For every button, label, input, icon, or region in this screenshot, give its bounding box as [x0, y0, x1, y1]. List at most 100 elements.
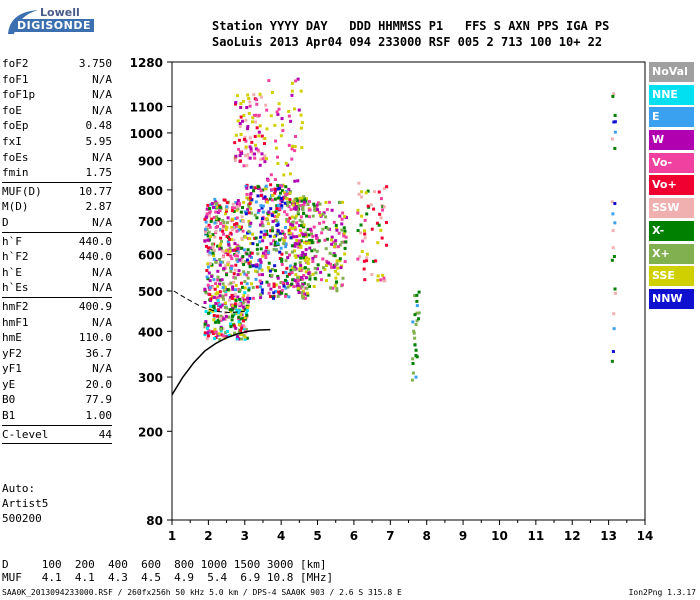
param-row: B1 1.00 — [2, 408, 112, 424]
divider — [2, 296, 112, 298]
echo-point — [273, 191, 277, 195]
param-row: foEp 0.48 — [2, 118, 112, 134]
echo-point — [290, 93, 294, 97]
echo-point — [218, 282, 222, 286]
echo-point — [302, 223, 306, 227]
echo-point — [236, 205, 240, 209]
echo-point — [613, 287, 617, 291]
echo-point — [259, 293, 263, 297]
header-row-labels: Station YYYY DAY DDD HHMMSS P1 FFS S AXN… — [212, 19, 610, 33]
echo-point — [204, 215, 208, 219]
echo-point — [272, 282, 276, 286]
echo-point — [300, 224, 304, 228]
param-row: yF2 36.7 — [2, 346, 112, 362]
echo-point — [307, 257, 311, 261]
echo-point — [225, 225, 229, 229]
echo-point — [269, 207, 273, 211]
echo-point — [261, 254, 265, 258]
echo-point — [258, 240, 262, 244]
echo-point — [229, 219, 233, 223]
param-row: D N/A — [2, 215, 112, 231]
echo-point — [235, 335, 239, 339]
echo-point — [230, 209, 234, 213]
echo-point — [218, 257, 222, 261]
echo-point — [263, 229, 267, 233]
param-value: 77.9 — [85, 393, 113, 407]
echo-point — [224, 286, 228, 290]
echo-point — [335, 280, 339, 284]
echo-point — [225, 205, 229, 209]
echo-point — [242, 200, 246, 204]
echo-point — [265, 200, 269, 204]
echo-point — [333, 254, 337, 258]
echo-point — [245, 252, 249, 256]
echo-point — [254, 236, 258, 240]
echo-point — [208, 207, 212, 211]
echo-point — [227, 298, 231, 302]
echo-point — [282, 284, 286, 288]
param-value: 3.750 — [78, 57, 112, 70]
echo-point — [280, 229, 284, 233]
echo-point — [281, 271, 285, 275]
echo-point — [216, 308, 220, 312]
echo-point — [239, 281, 243, 285]
echo-point — [273, 214, 277, 218]
header-row-values: SaoLuis 2013 Apr04 094 233000 RSF 005 2 … — [212, 35, 603, 49]
echo-point — [256, 252, 260, 256]
param-label: yE — [2, 377, 16, 391]
echo-point — [613, 202, 617, 206]
echo-point — [376, 241, 380, 245]
echo-point — [276, 276, 280, 280]
echo-point — [288, 172, 292, 176]
y-tick-label: 80 — [146, 514, 163, 528]
echo-point — [303, 233, 307, 237]
echo-point — [308, 246, 312, 250]
echo-point — [206, 331, 210, 335]
echo-point — [265, 229, 269, 233]
echo-point — [342, 226, 346, 230]
echo-point — [277, 102, 281, 106]
echo-point — [239, 337, 243, 341]
echo-point — [366, 189, 370, 193]
echo-point — [295, 201, 299, 205]
echo-point — [210, 217, 214, 221]
echo-point — [237, 225, 241, 229]
echo-point — [284, 185, 288, 189]
echo-point — [206, 238, 210, 242]
echo-point — [293, 107, 297, 111]
echo-point — [259, 204, 263, 208]
echo-point — [284, 286, 288, 290]
echo-point — [248, 265, 252, 269]
echo-point — [297, 108, 301, 112]
echo-point — [273, 189, 277, 193]
echo-point — [224, 249, 228, 253]
echo-point — [291, 278, 295, 282]
echo-point — [234, 101, 238, 105]
echo-point — [208, 211, 212, 215]
echo-point — [324, 200, 328, 204]
echo-point — [246, 300, 250, 304]
echo-point — [613, 113, 617, 117]
echo-point — [219, 329, 223, 333]
echo-point — [324, 226, 328, 230]
echo-point — [304, 276, 308, 280]
echo-point — [241, 255, 245, 259]
param-label: fmin — [2, 166, 29, 180]
echo-point — [311, 260, 315, 264]
echo-point — [302, 203, 306, 207]
param-value: N/A — [92, 315, 112, 329]
echo-point — [218, 303, 222, 307]
echo-point — [225, 234, 229, 238]
echo-point — [279, 198, 283, 202]
echo-point — [242, 294, 246, 298]
echo-point — [234, 133, 238, 137]
echo-point — [376, 278, 380, 282]
echo-point — [264, 249, 268, 253]
echo-point — [235, 94, 239, 98]
echo-point — [231, 304, 235, 308]
echo-point — [612, 327, 616, 331]
echo-point — [271, 226, 275, 230]
echo-point — [327, 200, 331, 204]
echo-point — [276, 203, 280, 207]
echo-point — [334, 239, 338, 243]
